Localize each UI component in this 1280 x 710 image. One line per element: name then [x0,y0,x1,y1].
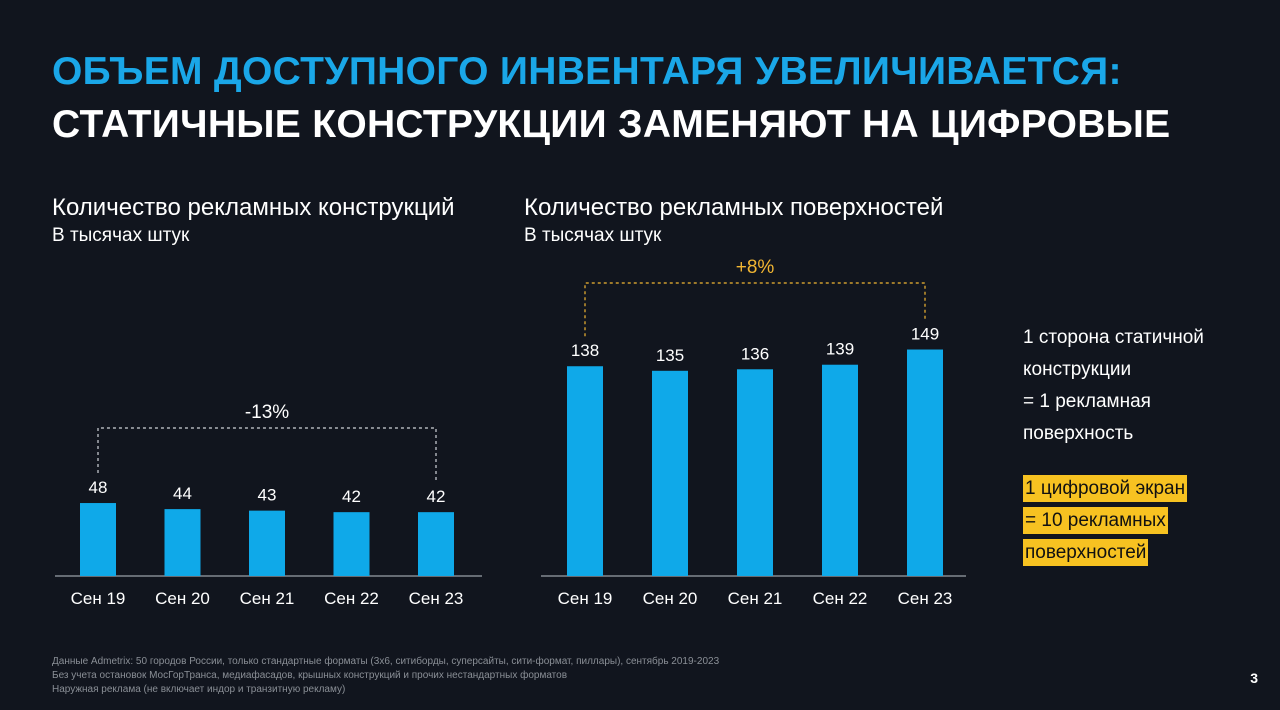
static-note-line: конструкции [1023,359,1132,380]
x-tick-label: Сен 22 [324,589,379,608]
footnote: Наружная реклама (не включает индор и тр… [52,684,346,695]
value-label: 44 [173,484,192,503]
digital-note-line: 1 цифровой экран [1023,475,1188,502]
x-tick-label: Сен 23 [898,589,953,608]
static-note: 1 сторона статичной конструкции = 1 рекл… [1023,322,1263,450]
bar-сен-23 [418,512,454,576]
change-bracket [97,427,437,483]
x-tick-label: Сен 21 [728,589,783,608]
x-tick-label: Сен 19 [558,589,613,608]
bar-сен-21 [737,369,773,576]
title-line-1: ОБЪЕМ ДОСТУПНОГО ИНВЕНТАРЯ УВЕЛИЧИВАЕТСЯ… [52,50,1122,93]
x-tick-label: Сен 21 [240,589,295,608]
bar-сен-22 [822,364,858,576]
footnotes: Данные Admetrix: 50 городов России, толь… [52,655,719,697]
value-label: 42 [342,487,361,506]
digital-note: 1 цифровой экран = 10 рекламных поверхно… [1023,470,1188,566]
x-tick-label: Сен 23 [409,589,464,608]
chart2-surfaces: 138 Сен 19 135 Сен 20 136 Сен 21 139 Сен 22 149 С… [541,257,966,608]
bar-сен-20 [652,370,688,576]
x-tick-label: Сен 20 [643,589,698,608]
static-note-line: 1 сторона статичной [1023,327,1204,348]
footnote: Данные Admetrix: 50 городов России, толь… [52,656,720,667]
change-label: +8% [736,257,775,278]
footnote: Без учета остановок МосГорТранса, медиаф… [52,670,567,681]
value-label: 48 [89,478,108,497]
x-tick-label: Сен 19 [71,589,126,608]
static-note-line: поверхность [1023,423,1134,444]
chart2-title: Количество рекламных поверхностей [524,194,944,221]
value-label: 139 [826,340,854,359]
chart1-subtitle: В тысячах штук [52,225,190,246]
value-label: 138 [571,341,599,360]
change-label: -13% [245,402,289,423]
value-label: 135 [656,346,684,365]
digital-note-line: поверхностей [1023,539,1149,566]
bar-сен-22 [333,512,370,576]
digital-note-line: = 10 рекламных [1023,507,1168,534]
value-label: 42 [427,487,446,506]
value-label: 43 [258,486,277,505]
bar-сен-20 [164,509,201,576]
page-number: 3 [1250,670,1258,686]
chart1-constructions: 48 Сен 19 44 Сен 20 43 Сен 21 42 Сен 22 42 Сен 23… [55,402,482,608]
bar-сен-19 [80,503,116,576]
chart1-title: Количество рекламных конструкций [52,194,455,221]
value-label: 136 [741,344,769,363]
bar-сен-23 [907,349,943,576]
static-note-line: = 1 рекламная [1023,391,1151,412]
chart2-subtitle: В тысячах штук [524,225,662,246]
x-tick-label: Сен 22 [813,589,868,608]
value-label: 149 [911,325,939,344]
bar-сен-21 [249,510,285,576]
x-tick-label: Сен 20 [155,589,210,608]
title-line-2: СТАТИЧНЫЕ КОНСТРУКЦИИ ЗАМЕНЯЮТ НА ЦИФРОВ… [52,103,1171,146]
bar-сен-19 [567,366,603,576]
change-bracket [584,282,926,337]
